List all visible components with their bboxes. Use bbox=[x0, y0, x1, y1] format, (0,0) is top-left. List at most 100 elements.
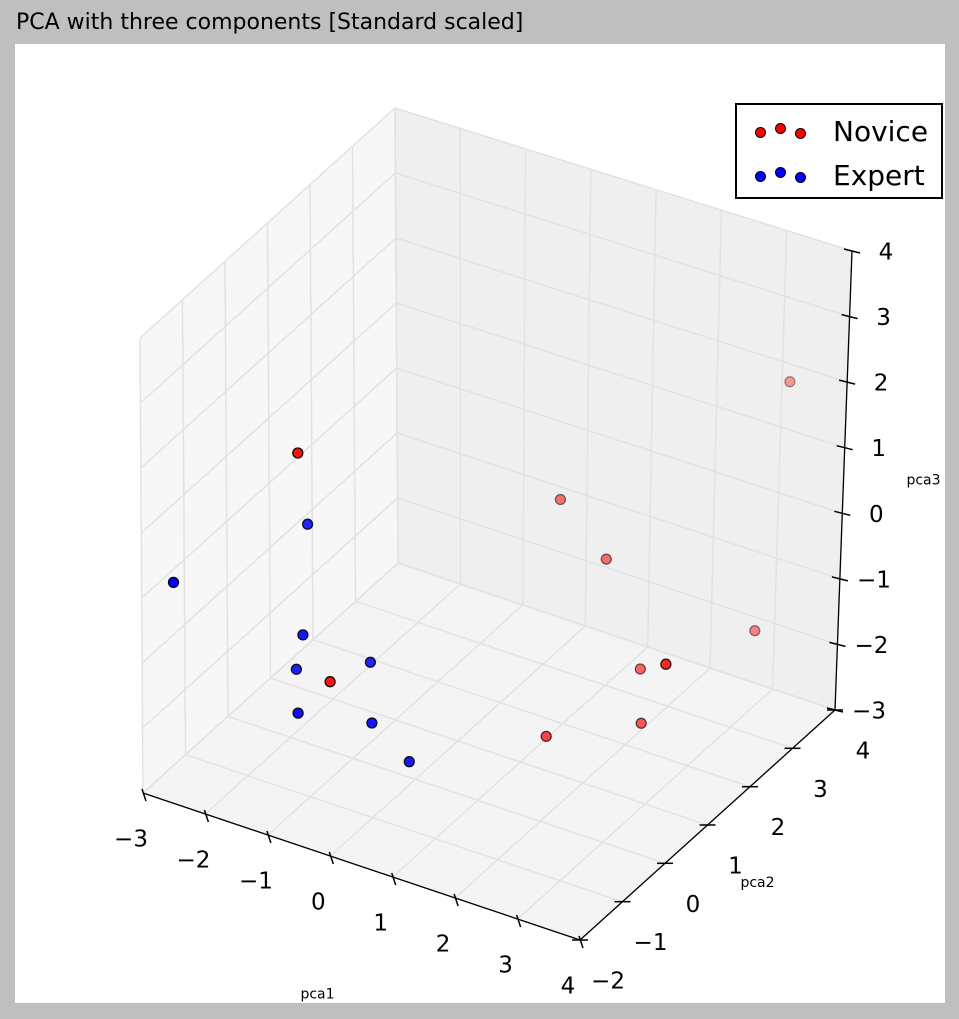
point-novice bbox=[784, 376, 796, 388]
z-tick bbox=[834, 510, 851, 517]
z-axis-label: pca3 bbox=[906, 473, 940, 489]
grid-line-back-x bbox=[771, 230, 788, 690]
z-tick bbox=[836, 444, 853, 451]
x-tick-label: −1 bbox=[239, 869, 273, 895]
point-expert bbox=[167, 576, 180, 589]
grid-line-back-z bbox=[394, 107, 853, 252]
grid-line-left-z bbox=[142, 562, 399, 794]
z-tick bbox=[829, 641, 846, 648]
x-axis-label: pca1 bbox=[300, 987, 334, 1003]
z-tick-label: −2 bbox=[854, 633, 888, 659]
legend-marker-novice bbox=[795, 128, 806, 139]
point-novice bbox=[324, 676, 336, 688]
tick-labels: −3 −2 −1 0 1 2 3 4 −2 −1 0 1 2 3 4 −3 −2 −1 0 1 2 3 4 pca1 pca2 p… bbox=[114, 240, 940, 1003]
grid-line-back-x bbox=[709, 210, 723, 669]
figure-canvas: −3 −2 −1 0 1 2 3 4 −2 −1 0 1 2 3 4 −3 −2 −1 0 1 2 3 4 pca1 pca2 p… bbox=[15, 44, 945, 1003]
x-tick-label: 4 bbox=[561, 974, 576, 1000]
grid-line-floor-y bbox=[355, 600, 793, 750]
grid-line-left-z bbox=[140, 237, 397, 469]
point-novice bbox=[554, 493, 567, 506]
data-points bbox=[167, 376, 796, 768]
grid-line-left-y bbox=[309, 184, 314, 640]
point-novice bbox=[600, 553, 612, 565]
grid-line-back-z bbox=[396, 302, 845, 449]
point-expert bbox=[292, 707, 304, 719]
legend-marker-expert bbox=[775, 167, 786, 178]
grid-line-left-y bbox=[224, 261, 229, 717]
grid-lines bbox=[139, 107, 853, 941]
z-tick-label: −1 bbox=[857, 567, 891, 593]
x-tick-label: 2 bbox=[436, 932, 451, 958]
point-novice bbox=[749, 625, 761, 637]
point-novice bbox=[634, 663, 646, 675]
tick-marks bbox=[141, 248, 861, 949]
z-tick-label: 3 bbox=[876, 305, 891, 331]
point-expert bbox=[290, 663, 303, 675]
legend-marker-expert bbox=[795, 172, 806, 183]
axis-panes bbox=[140, 108, 852, 940]
x-axis-line bbox=[142, 792, 581, 941]
grid-line-left-y bbox=[351, 146, 357, 602]
y-tick-label: −1 bbox=[634, 930, 668, 956]
x-tick bbox=[515, 914, 522, 928]
y-tick-label: −2 bbox=[591, 969, 625, 995]
z-tick-label: 0 bbox=[869, 502, 884, 528]
grid-line-left-y bbox=[266, 222, 272, 679]
x-tick-label: −3 bbox=[114, 827, 148, 853]
point-expert bbox=[366, 717, 378, 729]
z-tick-label: −3 bbox=[852, 699, 886, 725]
z-tick bbox=[826, 707, 844, 713]
legend-item-expert: Expert bbox=[749, 159, 939, 193]
point-expert bbox=[301, 518, 314, 530]
x-tick bbox=[266, 830, 272, 844]
point-expert bbox=[403, 756, 415, 768]
legend-marker-novice bbox=[775, 123, 786, 134]
legend-label-expert: Expert bbox=[833, 159, 925, 192]
grid-line-floor-y bbox=[270, 677, 708, 826]
point-novice bbox=[635, 717, 647, 729]
point-expert bbox=[364, 656, 377, 668]
grid-line-left-z bbox=[141, 367, 398, 599]
z-tick-label: 4 bbox=[879, 240, 894, 266]
z-tick bbox=[841, 313, 858, 320]
y-tick-label: 3 bbox=[813, 777, 828, 803]
y-tick-label: 1 bbox=[728, 854, 743, 880]
y-tick-label: 4 bbox=[856, 739, 871, 765]
y-tick-label: 0 bbox=[686, 892, 701, 918]
z-tick bbox=[838, 379, 856, 385]
z-axis-line bbox=[834, 250, 853, 711]
point-novice bbox=[540, 730, 552, 743]
grid-line-left-z bbox=[140, 302, 397, 534]
x-tick-label: 3 bbox=[498, 953, 513, 979]
z-tick-label: 2 bbox=[874, 371, 889, 397]
grid-line-left-y bbox=[139, 337, 144, 794]
grid-line-back-z bbox=[395, 237, 848, 383]
x-tick bbox=[203, 809, 210, 823]
x-tick bbox=[390, 872, 397, 886]
grid-line-left-z bbox=[139, 107, 396, 339]
legend-marker-novice bbox=[755, 127, 766, 138]
grid-line-floor-y bbox=[227, 715, 666, 865]
x-tick bbox=[141, 788, 147, 802]
grid-line-back-x bbox=[646, 189, 657, 648]
y-tick-label: 2 bbox=[771, 815, 786, 841]
chart-title: PCA with three components [Standard scal… bbox=[16, 10, 524, 35]
grid-line-back-z bbox=[397, 562, 836, 711]
grid-line-left-y bbox=[394, 107, 399, 564]
grid-line-left-z bbox=[142, 497, 399, 729]
x-tick-label: −2 bbox=[176, 848, 210, 874]
grid-line-floor-y bbox=[312, 638, 751, 788]
z-tick bbox=[843, 248, 861, 254]
legend: Novice Expert bbox=[735, 103, 943, 199]
legend-marker-expert bbox=[755, 171, 766, 182]
legend-label-novice: Novice bbox=[833, 115, 929, 148]
x-tick-label: 1 bbox=[373, 911, 388, 937]
x-tick bbox=[453, 893, 459, 907]
grid-line-back-z bbox=[396, 367, 843, 515]
grid-line-left-z bbox=[139, 172, 396, 404]
y-axis-label: pca2 bbox=[740, 875, 774, 891]
grid-line-back-x bbox=[584, 169, 592, 627]
back-pane bbox=[395, 108, 852, 710]
grid-line-back-z bbox=[397, 497, 838, 646]
grid-line-back-z bbox=[395, 172, 850, 318]
